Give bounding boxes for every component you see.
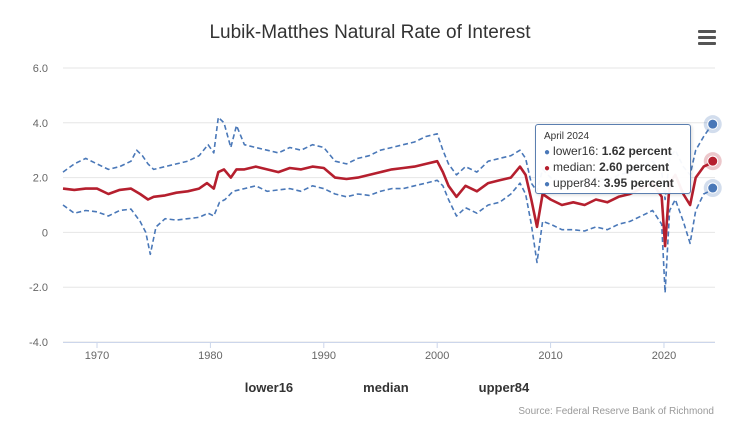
y-tick-label: -2.0: [29, 282, 48, 294]
y-tick-label: 2.0: [33, 173, 48, 185]
tooltip: April 2024 ● lower16: 1.62 percent ● media…: [535, 124, 691, 194]
legend-label: lower16: [244, 380, 294, 395]
tooltip-row-median: ● median: 2.60 percent: [544, 160, 670, 174]
x-tick-label: 1990: [312, 350, 336, 362]
x-tick-label: 2000: [425, 350, 449, 362]
tooltip-value: 2.60 percent: [599, 160, 670, 174]
chart-title: Lubik-Matthes Natural Rate of Interest: [209, 22, 531, 43]
legend-label: median: [363, 380, 409, 395]
legend-item-median[interactable]: median: [329, 380, 409, 395]
series-line-lower16: [62, 179, 714, 294]
x-tick-label: 1980: [198, 350, 222, 362]
y-tick-label: 0: [42, 227, 48, 239]
legend: lower16 median upper84: [0, 380, 740, 395]
y-tick-label: -4.0: [29, 337, 48, 349]
legend-item-upper84[interactable]: upper84: [445, 380, 530, 395]
tooltip-label: lower16: [553, 144, 596, 158]
tooltip-row-lower16: ● lower16: 1.62 percent: [544, 144, 672, 158]
bullet-icon: ●: [544, 147, 551, 158]
source-credit: Source: Federal Reserve Bank of Richmond: [518, 406, 714, 417]
y-tick-label: 6.0: [33, 63, 48, 75]
tooltip-label: upper84: [553, 176, 598, 190]
tooltip-row-upper84: ● upper84: 3.95 percent: [544, 176, 674, 190]
y-tick-label: 4.0: [33, 118, 48, 130]
x-tick-label: 2020: [652, 350, 676, 362]
tooltip-header: April 2024: [544, 131, 590, 142]
legend-item-lower16[interactable]: lower16: [211, 380, 293, 395]
x-tick-label: 1970: [85, 350, 109, 362]
legend-label: upper84: [478, 380, 530, 395]
x-tick-label: 2010: [538, 350, 562, 362]
tooltip-label: median: [553, 160, 593, 174]
bullet-icon: ●: [544, 163, 551, 174]
hover-marker-lower16: [707, 182, 719, 194]
tooltip-value: 1.62 percent: [601, 144, 672, 158]
hamburger-menu-icon[interactable]: [698, 30, 716, 46]
hover-marker-upper84: [707, 118, 719, 130]
hover-marker-median: [707, 155, 719, 167]
bullet-icon: ●: [544, 179, 551, 190]
tooltip-value: 3.95 percent: [603, 176, 674, 190]
